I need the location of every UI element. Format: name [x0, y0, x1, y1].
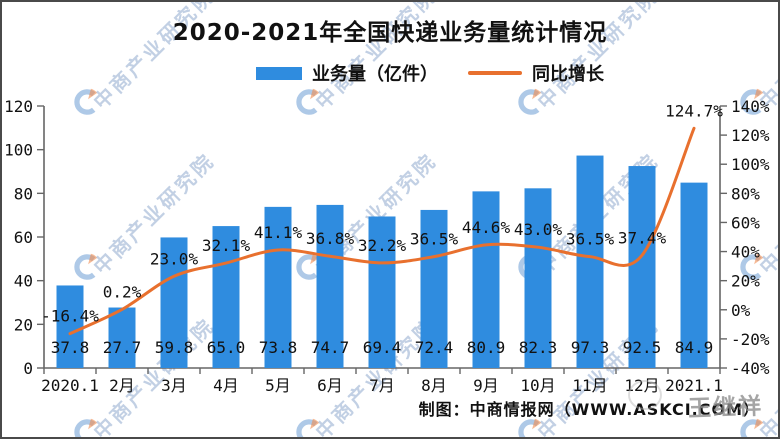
bar	[420, 209, 448, 368]
right-axis-tick-label: 140%	[731, 97, 770, 116]
x-axis-category-label: 4月	[213, 376, 239, 395]
bar	[368, 216, 396, 368]
growth-point-label: 36.5%	[566, 230, 615, 249]
left-axis-tick-label: 40	[14, 272, 33, 291]
right-axis-tick-label: 0%	[731, 301, 751, 320]
legend-item-volume: 业务量（亿件）	[256, 60, 438, 86]
bar-value-label: 72.4	[415, 338, 454, 357]
bar-value-label: 84.9	[675, 338, 714, 357]
growth-point-label: 36.5%	[410, 230, 459, 249]
right-axis-tick-label: 80%	[731, 184, 760, 203]
x-axis-category-label: 8月	[421, 376, 447, 395]
bar	[316, 204, 344, 368]
bar	[472, 191, 500, 368]
bar	[576, 155, 604, 368]
bar-value-label: 59.8	[155, 338, 194, 357]
growth-line	[68, 126, 696, 336]
legend-label-growth: 同比增长	[532, 64, 604, 85]
bar	[628, 166, 656, 368]
bar-value-label: 82.3	[519, 338, 558, 357]
x-axis-category-label: 2020.1	[41, 376, 99, 395]
bar-value-label: 73.8	[259, 338, 298, 357]
right-axis-tick-label: 60%	[731, 213, 760, 232]
x-axis-category-label: 7月	[369, 376, 395, 395]
left-axis-tick-label: 100	[4, 141, 33, 160]
right-axis-tick-label: 40%	[731, 243, 760, 262]
right-axis-tick-label: -40%	[731, 359, 770, 378]
growth-point-label: 32.1%	[202, 236, 251, 255]
credit-text: 制图：中商情报网（WWW.ASKCI.COM）	[418, 400, 760, 419]
right-axis-tick-label: 20%	[731, 272, 760, 291]
bar-value-label: 69.4	[363, 338, 402, 357]
x-axis-category-label: 6月	[317, 376, 343, 395]
growth-point-label: 37.4%	[618, 228, 667, 247]
growth-point-label: 32.2%	[358, 236, 407, 255]
bar-value-label: 27.7	[103, 338, 142, 357]
x-axis-category-label: 10月	[520, 376, 555, 395]
x-axis-category-label: 5月	[265, 376, 291, 395]
right-axis-tick-label: 100%	[731, 155, 770, 174]
bar-value-label: 37.8	[51, 338, 90, 357]
growth-point-label: 23.0%	[150, 249, 199, 268]
right-axis-tick-label: 120%	[731, 126, 770, 145]
right-axis-tick-label: -20%	[731, 330, 770, 349]
growth-point-label: 0.2%	[103, 282, 142, 301]
bar-value-label: 80.9	[467, 338, 506, 357]
left-axis-tick-label: 60	[14, 228, 33, 247]
legend: 业务量（亿件） 同比增长	[42, 60, 778, 86]
growth-point-label: 36.8%	[306, 229, 355, 248]
bar	[56, 285, 84, 368]
bar	[680, 182, 708, 368]
chart-title: 2020-2021年全国快递业务量统计情况	[172, 20, 608, 46]
bar	[264, 206, 292, 368]
growth-point-label: 44.6%	[462, 218, 511, 237]
growth-point-label: 41.1%	[254, 223, 303, 242]
bar-value-label: 97.3	[571, 338, 610, 357]
bar	[212, 226, 240, 368]
x-axis-category-label: 3月	[161, 376, 187, 395]
growth-point-label: -16.4%	[41, 307, 99, 326]
left-axis-tick-label: 120	[4, 97, 33, 116]
legend-item-growth: 同比增长	[468, 60, 604, 86]
left-axis-tick-label: 0	[23, 359, 33, 378]
x-axis-category-label: 11月	[572, 376, 607, 395]
line-series-swatch	[468, 71, 522, 75]
growth-point-label: 124.7%	[665, 101, 723, 120]
author-stamp: 王继祥	[687, 393, 764, 423]
x-axis-category-label: 9月	[473, 376, 499, 395]
left-axis-tick-label: 20	[14, 315, 33, 334]
left-axis-tick-label: 80	[14, 184, 33, 203]
legend-label-volume: 业务量（亿件）	[312, 64, 438, 85]
stamp-circle-icon	[628, 380, 662, 410]
growth-point-label: 43.0%	[514, 220, 563, 239]
bar	[108, 307, 136, 368]
x-axis-category-label: 2021.1	[665, 376, 723, 395]
bar-value-label: 65.0	[207, 338, 246, 357]
x-axis-category-label: 2月	[109, 376, 135, 395]
bar-value-label: 74.7	[311, 338, 350, 357]
bar-value-label: 92.5	[623, 338, 662, 357]
bar	[160, 237, 188, 368]
bar-series-swatch	[256, 66, 302, 80]
